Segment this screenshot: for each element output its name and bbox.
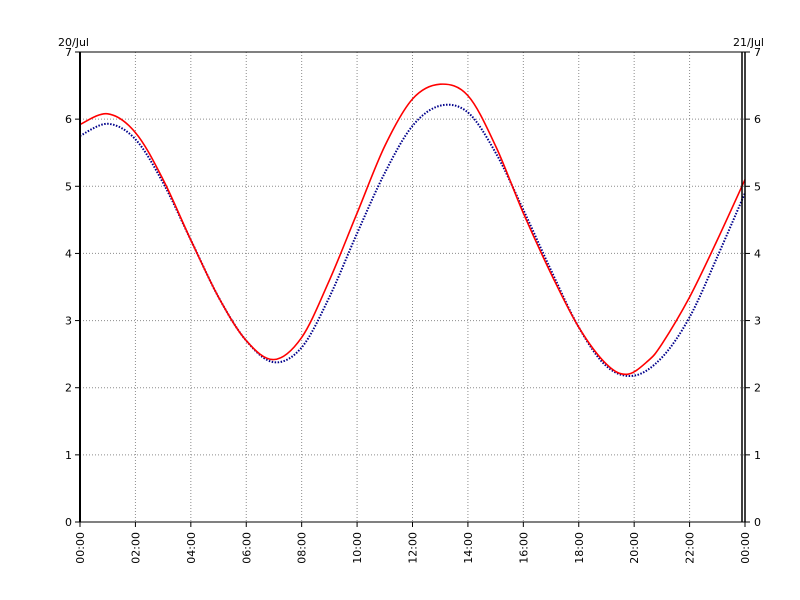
x-tick-label: 06:00 [240, 532, 253, 564]
grid [80, 52, 745, 522]
x-tick-label: 00:00 [74, 532, 87, 564]
y-tick-label-right: 2 [754, 382, 761, 395]
x-tick-label: 16:00 [517, 532, 530, 564]
y-tick-label-left: 1 [65, 449, 72, 462]
end-date-label: 21/Jul [733, 36, 764, 49]
y-tick-label-right: 5 [754, 180, 761, 193]
y-tick-label-left: 5 [65, 180, 72, 193]
y-tick-label-right: 7 [754, 46, 761, 59]
y-tick-label-right: 3 [754, 315, 761, 328]
y-tick-label-left: 6 [65, 113, 72, 126]
axis-ticks: 0 0 1 1 2 2 3 3 4 4 5 5 6 6 7 7 00:00 02:00 04:00 06:00 08:0… [65, 46, 761, 564]
y-tick-label-right: 1 [754, 449, 761, 462]
x-tick-label: 12:00 [407, 532, 420, 564]
y-tick-label-right: 4 [754, 247, 761, 260]
x-tick-label: 18:00 [573, 532, 586, 564]
y-tick-label-left: 2 [65, 382, 72, 395]
x-tick-label: 00:00 [739, 532, 752, 564]
y-tick-label-right: 6 [754, 113, 761, 126]
x-tick-label: 14:00 [462, 532, 475, 564]
x-tick-label: 02:00 [129, 532, 142, 564]
x-tick-label: 22:00 [684, 532, 697, 564]
start-date-label: 20/Jul [58, 36, 89, 49]
y-tick-label-left: 4 [65, 247, 72, 260]
x-tick-label: 04:00 [185, 532, 198, 564]
series-line-solid [79, 83, 746, 376]
y-tick-label-right: 0 [754, 516, 761, 529]
series-layer [79, 83, 746, 377]
x-tick-label: 20:00 [628, 532, 641, 564]
y-tick-label-left: 3 [65, 315, 72, 328]
x-tick-label: 10:00 [351, 532, 364, 564]
y-tick-label-left: 0 [65, 516, 72, 529]
x-tick-label: 08:00 [296, 532, 309, 564]
y-tick-label-left: 7 [65, 46, 72, 59]
